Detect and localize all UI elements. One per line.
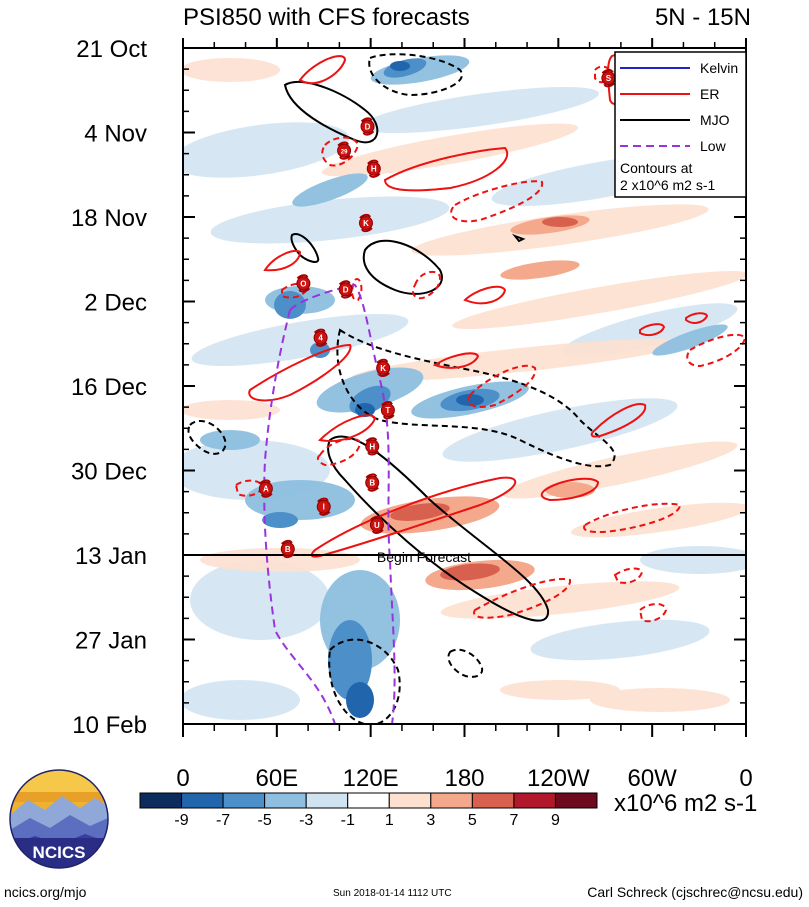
storm-marker-label: K bbox=[380, 364, 386, 373]
storm-marker: 4 bbox=[313, 328, 328, 347]
colorbar-tick-label: 5 bbox=[468, 812, 477, 829]
storm-marker: B bbox=[280, 539, 295, 559]
ncics-logo: NCICS bbox=[9, 769, 109, 869]
storm-marker: U bbox=[369, 515, 384, 534]
x-axis: 0 60E 120E 180 120W 60W 0 bbox=[176, 38, 753, 792]
colorbar-swatch bbox=[222, 792, 266, 809]
colorbar-swatch bbox=[471, 792, 515, 809]
colorbar-swatch bbox=[430, 792, 473, 809]
colorbar-tick-label: -5 bbox=[258, 812, 272, 829]
footer-url: ncics.org/mjo bbox=[4, 884, 87, 900]
colorbar: -9 -7 -5 -3 -1 1 3 5 7 9 bbox=[139, 792, 598, 829]
storm-marker-label: D bbox=[365, 122, 371, 131]
y-tick-label: 30 Dec bbox=[71, 459, 147, 486]
storm-marker-label: B bbox=[369, 479, 375, 488]
storm-marker-label: 4 bbox=[318, 334, 323, 343]
colorbar-swatch bbox=[388, 792, 432, 809]
storm-marker: H bbox=[366, 159, 381, 178]
storm-marker: A bbox=[258, 479, 273, 498]
storm-marker: K bbox=[358, 213, 373, 233]
storm-marker-label: B bbox=[285, 545, 291, 554]
x-tick-label: 120W bbox=[527, 765, 590, 792]
x-tick-label: 60E bbox=[255, 765, 298, 792]
legend-label-mjo: MJO bbox=[700, 112, 730, 128]
colorbar-swatch bbox=[305, 792, 349, 809]
storm-marker-label: I bbox=[323, 503, 325, 512]
storm-marker: S bbox=[601, 69, 616, 88]
storm-marker: D bbox=[338, 280, 353, 299]
storm-marker: K bbox=[376, 358, 391, 378]
legend-label-kelvin: Kelvin bbox=[700, 60, 738, 76]
y-tick-label: 4 Nov bbox=[84, 121, 147, 148]
logo-text: NCICS bbox=[33, 843, 86, 862]
colorbar-tick-label: 7 bbox=[509, 812, 518, 829]
y-tick-label: 21 Oct bbox=[76, 36, 147, 63]
storm-marker-label: H bbox=[369, 442, 375, 451]
colorbar-swatch bbox=[139, 792, 183, 809]
legend-label-er: ER bbox=[700, 86, 719, 102]
y-tick-label: 10 Feb bbox=[72, 712, 147, 739]
storm-marker-label: S bbox=[606, 74, 612, 83]
colorbar-swatch bbox=[264, 792, 307, 809]
footer-timestamp: Sun 2018-01-14 1112 UTC bbox=[333, 888, 452, 899]
x-tick-label: 180 bbox=[444, 765, 484, 792]
y-tick-label: 18 Nov bbox=[71, 205, 147, 232]
storm-marker: D bbox=[360, 117, 375, 136]
colorbar-swatch bbox=[513, 792, 556, 809]
storm-marker-label: O bbox=[300, 279, 306, 288]
colorbar-swatch bbox=[347, 792, 390, 809]
colorbar-tick-label: 3 bbox=[426, 812, 435, 829]
storm-marker-label: A bbox=[263, 485, 269, 494]
colorbar-tick-label: -3 bbox=[299, 812, 313, 829]
colorbar-tick-label: -9 bbox=[174, 812, 188, 829]
anomaly-shading bbox=[183, 55, 746, 720]
storm-marker-label: H bbox=[371, 165, 377, 174]
storm-marker: 29 bbox=[337, 141, 352, 160]
legend-note-line1: Contours at bbox=[620, 160, 692, 176]
legend-box bbox=[614, 51, 747, 198]
legend-note-line2: 2 x10^6 m2 s-1 bbox=[620, 177, 715, 193]
contour-lines bbox=[187, 53, 746, 724]
storm-marker-label: U bbox=[374, 521, 380, 530]
storm-marker: I bbox=[316, 497, 331, 516]
storm-marker: H bbox=[365, 437, 380, 456]
colorbar-tick-label: -7 bbox=[216, 812, 230, 829]
y-tick-label: 16 Dec bbox=[71, 374, 147, 401]
storm-marker-label: K bbox=[363, 219, 369, 228]
colorbar-tick-label: 9 bbox=[551, 812, 560, 829]
storm-marker-label: 29 bbox=[341, 150, 348, 156]
x-tick-label: 60W bbox=[627, 765, 677, 792]
colorbar-units: x10^6 m2 s-1 bbox=[614, 790, 758, 817]
colorbar-swatch bbox=[181, 792, 224, 809]
legend-label-low: Low bbox=[700, 138, 727, 154]
region-label: 5N - 15N bbox=[654, 4, 751, 31]
x-tick-label: 0 bbox=[739, 765, 752, 792]
x-tick-label: 120E bbox=[343, 765, 399, 792]
storm-marker: T bbox=[380, 401, 395, 420]
footer-author: Carl Schreck (cjschrec@ncsu.edu) bbox=[587, 884, 803, 900]
y-tick-label: 27 Jan bbox=[75, 628, 147, 655]
x-tick-label: 0 bbox=[176, 765, 189, 792]
colorbar-tick-label: -1 bbox=[341, 812, 355, 829]
storm-marker: B bbox=[365, 473, 380, 492]
colorbar-swatch bbox=[554, 792, 598, 809]
y-axis: 21 Oct 4 Nov 18 Nov 2 Dec 16 Dec 30 Dec 13 Jan… bbox=[71, 36, 746, 739]
storm-marker-label: D bbox=[343, 285, 349, 294]
storm-marker: O bbox=[296, 274, 311, 293]
storm-marker-label: T bbox=[385, 406, 390, 415]
y-tick-label: 2 Dec bbox=[84, 290, 147, 317]
forecast-start-label: Begin Forecast bbox=[377, 549, 471, 565]
storm-markers: D 29 H K O D 4 K T H B A I U B S bbox=[258, 69, 616, 559]
chart-title: PSI850 with CFS forecasts bbox=[183, 4, 470, 31]
y-tick-label: 13 Jan bbox=[75, 543, 147, 570]
legend: Kelvin ER MJO Low Contours at 2 x10^6 m2 s-… bbox=[614, 51, 747, 198]
colorbar-tick-label: 1 bbox=[385, 812, 394, 829]
